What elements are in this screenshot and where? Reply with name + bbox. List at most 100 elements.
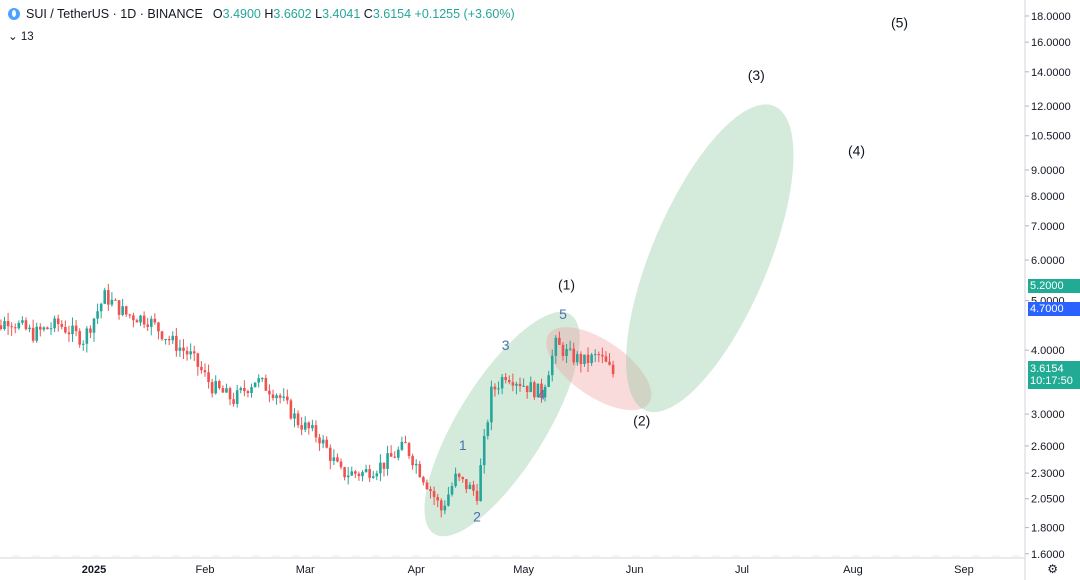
candle xyxy=(414,459,418,474)
candle xyxy=(160,330,164,341)
candle xyxy=(214,375,218,395)
wave-zone-red[interactable] xyxy=(533,311,665,426)
current-price-tag[interactable]: 3.6154 10:17:50 xyxy=(1028,361,1080,389)
candle xyxy=(296,410,300,429)
candle xyxy=(232,392,235,407)
candle xyxy=(543,384,547,402)
y-tick-label: 10.5000 xyxy=(1031,131,1071,143)
candle xyxy=(146,317,149,331)
candle xyxy=(74,319,78,337)
candle xyxy=(182,339,185,359)
candle xyxy=(46,326,49,330)
candle xyxy=(554,335,558,364)
candle xyxy=(597,351,601,363)
x-tick-label: 2025 xyxy=(82,564,106,576)
candle xyxy=(507,375,511,385)
candle xyxy=(518,377,522,392)
candle xyxy=(17,320,21,330)
candle xyxy=(361,470,364,482)
candle xyxy=(443,500,447,515)
candle xyxy=(533,380,536,400)
candle xyxy=(357,471,361,481)
x-tick-label: Aug xyxy=(843,564,863,576)
candle xyxy=(253,382,257,388)
candle xyxy=(590,352,593,367)
wave-label[interactable]: (5) xyxy=(891,14,908,30)
wave-label[interactable]: (2) xyxy=(633,412,650,428)
candle xyxy=(375,470,379,481)
candle xyxy=(307,421,311,435)
candle xyxy=(493,383,497,397)
wave-label[interactable]: 3 xyxy=(502,337,510,353)
candle xyxy=(558,331,561,346)
candle xyxy=(339,458,343,470)
ohlc-values: O3.4900 H3.6602 L3.4041 C3.6154 +0.1255 … xyxy=(213,7,515,21)
candle xyxy=(346,467,350,485)
wave-label[interactable]: (3) xyxy=(748,67,765,83)
candle xyxy=(321,435,325,449)
candle xyxy=(411,453,414,470)
y-tick-label: 8.0000 xyxy=(1031,191,1065,203)
chevron-down-icon: ⌄ xyxy=(8,31,18,43)
candle xyxy=(540,378,543,403)
y-tick-label: 2.0500 xyxy=(1031,494,1065,506)
wave-zone-green[interactable] xyxy=(397,291,608,557)
x-tick-label: Jul xyxy=(735,564,749,576)
wave-label[interactable]: 1 xyxy=(459,437,467,453)
candle xyxy=(142,311,146,329)
candle xyxy=(547,370,550,388)
candle xyxy=(386,445,389,476)
candle xyxy=(525,385,529,399)
gear-icon[interactable]: ⚙ xyxy=(1047,562,1058,576)
price-level-tag-green[interactable]: 5.2000 xyxy=(1028,279,1080,293)
symbol-header: SUI / TetherUS · 1D · BINANCE O3.4900 H3… xyxy=(8,7,515,21)
current-price: 3.6154 xyxy=(1030,363,1064,375)
time-axis[interactable]: 2025 Feb Mar Apr May Jun Jul Aug Sep xyxy=(0,557,1025,576)
candle xyxy=(604,351,608,363)
price-axis[interactable]: 18.0000 16.0000 14.0000 12.0000 10.5000 9.000… xyxy=(1024,0,1071,580)
wave-label[interactable]: (4) xyxy=(848,143,865,159)
candle xyxy=(271,389,275,401)
candle xyxy=(561,342,565,361)
wave-label[interactable]: 2 xyxy=(473,509,481,525)
candle xyxy=(124,305,128,317)
wave-label[interactable]: (1) xyxy=(558,277,575,293)
x-tick-label: May xyxy=(513,564,534,576)
candle xyxy=(117,299,121,320)
candle xyxy=(350,466,354,476)
symbol-title[interactable]: SUI / TetherUS · 1D · BINANCE xyxy=(26,7,203,21)
candle xyxy=(422,475,425,486)
indicators-toggle[interactable]: ⌄ 13 xyxy=(8,29,34,43)
candle xyxy=(157,321,160,340)
candle xyxy=(260,377,264,382)
wave-zone-green[interactable] xyxy=(592,83,828,433)
candle xyxy=(31,319,35,343)
candle xyxy=(153,313,157,325)
wave-annotations: 1 2 3 4 5 (1) (2) (3) (4) (5) xyxy=(459,14,908,524)
candle xyxy=(39,323,42,337)
wave-label[interactable]: 4 xyxy=(538,387,546,403)
candle xyxy=(486,419,490,440)
candle xyxy=(490,380,493,431)
candle xyxy=(42,326,46,332)
candle xyxy=(96,303,99,324)
candle xyxy=(275,393,278,405)
candle xyxy=(425,479,429,491)
candle xyxy=(468,481,472,490)
wave-label[interactable]: 5 xyxy=(559,306,567,322)
y-tick-label: 4.0000 xyxy=(1031,345,1065,357)
y-tick-label: 9.0000 xyxy=(1031,165,1065,177)
candle xyxy=(511,373,515,392)
candle xyxy=(368,464,371,483)
candle xyxy=(576,351,579,366)
candle xyxy=(128,313,132,319)
candle xyxy=(601,347,604,364)
close-label: C xyxy=(363,7,373,21)
y-tick-label: 2.3000 xyxy=(1031,468,1065,480)
candle xyxy=(371,470,375,479)
candle xyxy=(522,378,525,387)
price-level-tag-blue[interactable]: 4.7000 xyxy=(1028,302,1080,316)
candle xyxy=(107,283,110,311)
bar-countdown: 10:17:50 xyxy=(1030,375,1073,387)
